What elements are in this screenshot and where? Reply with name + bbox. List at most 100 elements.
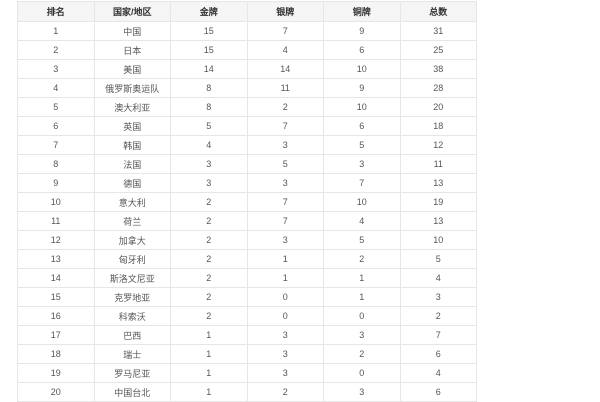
cell-gold: 15: [170, 40, 248, 60]
cell-country: 斯洛文尼亚: [93, 268, 171, 288]
cell-rank: 12: [17, 230, 95, 250]
cell-silver: 3: [246, 325, 324, 345]
cell-bronze: 6: [323, 40, 401, 60]
cell-silver: 7: [246, 21, 324, 41]
table-row: 6 英国 5 7 6 18: [17, 116, 477, 136]
cell-rank: 7: [17, 135, 95, 155]
column-header-silver: 银牌: [246, 1, 324, 22]
cell-gold: 2: [170, 249, 248, 269]
cell-silver: 1: [246, 249, 324, 269]
cell-rank: 9: [17, 173, 95, 193]
cell-rank: 2: [17, 40, 95, 60]
cell-country: 日本: [93, 40, 171, 60]
cell-rank: 16: [17, 306, 95, 326]
cell-rank: 13: [17, 249, 95, 269]
cell-country: 澳大利亚: [93, 97, 171, 117]
cell-silver: 5: [246, 154, 324, 174]
table-row: 20 中国台北 1 2 3 6: [17, 382, 477, 402]
table-row: 5 澳大利亚 8 2 10 20: [17, 97, 477, 117]
cell-country: 荷兰: [93, 211, 171, 231]
cell-bronze: 0: [323, 363, 401, 383]
cell-gold: 1: [170, 363, 248, 383]
cell-silver: 14: [246, 59, 324, 79]
cell-total: 18: [399, 116, 477, 136]
cell-bronze: 3: [323, 325, 401, 345]
cell-rank: 17: [17, 325, 95, 345]
cell-gold: 5: [170, 116, 248, 136]
cell-gold: 2: [170, 287, 248, 307]
cell-rank: 5: [17, 97, 95, 117]
cell-bronze: 5: [323, 230, 401, 250]
table-row: 8 法国 3 5 3 11: [17, 154, 477, 174]
cell-total: 38: [399, 59, 477, 79]
cell-bronze: 4: [323, 211, 401, 231]
cell-total: 4: [399, 363, 477, 383]
cell-silver: 2: [246, 382, 324, 402]
cell-rank: 18: [17, 344, 95, 364]
cell-country: 科索沃: [93, 306, 171, 326]
cell-total: 25: [399, 40, 477, 60]
cell-bronze: 3: [323, 382, 401, 402]
cell-country: 罗马尼亚: [93, 363, 171, 383]
cell-total: 6: [399, 344, 477, 364]
cell-total: 2: [399, 306, 477, 326]
table-row: 2 日本 15 4 6 25: [17, 40, 477, 60]
cell-silver: 1: [246, 268, 324, 288]
cell-gold: 2: [170, 268, 248, 288]
cell-silver: 7: [246, 192, 324, 212]
table-row: 10 意大利 2 7 10 19: [17, 192, 477, 212]
cell-rank: 11: [17, 211, 95, 231]
cell-bronze: 2: [323, 344, 401, 364]
cell-gold: 4: [170, 135, 248, 155]
cell-total: 4: [399, 268, 477, 288]
cell-total: 31: [399, 21, 477, 41]
cell-bronze: 9: [323, 21, 401, 41]
column-header-country: 国家/地区: [93, 1, 171, 22]
cell-total: 13: [399, 173, 477, 193]
cell-silver: 3: [246, 363, 324, 383]
cell-gold: 1: [170, 344, 248, 364]
table-row: 19 罗马尼亚 1 3 0 4: [17, 363, 477, 383]
table-row: 17 巴西 1 3 3 7: [17, 325, 477, 345]
cell-gold: 14: [170, 59, 248, 79]
header-row: 排名 国家/地区 金牌 银牌 铜牌 总数: [17, 1, 477, 22]
cell-gold: 3: [170, 173, 248, 193]
cell-silver: 0: [246, 287, 324, 307]
cell-country: 意大利: [93, 192, 171, 212]
table-row: 1 中国 15 7 9 31: [17, 21, 477, 41]
cell-gold: 2: [170, 306, 248, 326]
cell-rank: 6: [17, 116, 95, 136]
cell-country: 俄罗斯奥运队: [93, 78, 171, 98]
table-row: 14 斯洛文尼亚 2 1 1 4: [17, 268, 477, 288]
cell-silver: 0: [246, 306, 324, 326]
cell-bronze: 10: [323, 97, 401, 117]
cell-rank: 20: [17, 382, 95, 402]
cell-gold: 1: [170, 325, 248, 345]
cell-bronze: 10: [323, 59, 401, 79]
table-row: 9 德国 3 3 7 13: [17, 173, 477, 193]
cell-gold: 2: [170, 192, 248, 212]
cell-country: 加拿大: [93, 230, 171, 250]
cell-bronze: 9: [323, 78, 401, 98]
cell-total: 13: [399, 211, 477, 231]
cell-silver: 2: [246, 97, 324, 117]
cell-total: 5: [399, 249, 477, 269]
cell-country: 英国: [93, 116, 171, 136]
cell-bronze: 3: [323, 154, 401, 174]
cell-bronze: 2: [323, 249, 401, 269]
column-header-rank: 排名: [17, 1, 95, 22]
cell-bronze: 0: [323, 306, 401, 326]
cell-gold: 2: [170, 230, 248, 250]
cell-country: 匈牙利: [93, 249, 171, 269]
cell-total: 11: [399, 154, 477, 174]
cell-country: 德国: [93, 173, 171, 193]
cell-silver: 3: [246, 135, 324, 155]
table-row: 16 科索沃 2 0 0 2: [17, 306, 477, 326]
cell-gold: 15: [170, 21, 248, 41]
table-row: 15 克罗地亚 2 0 1 3: [17, 287, 477, 307]
cell-total: 3: [399, 287, 477, 307]
cell-country: 法国: [93, 154, 171, 174]
cell-rank: 8: [17, 154, 95, 174]
cell-rank: 10: [17, 192, 95, 212]
cell-country: 中国台北: [93, 382, 171, 402]
